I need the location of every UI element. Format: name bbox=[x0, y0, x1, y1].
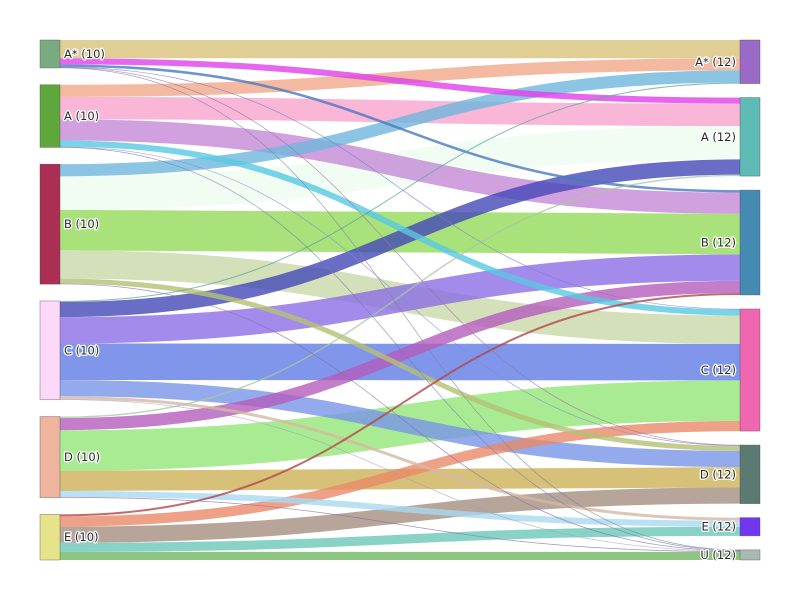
source-node-label-d: D (10) bbox=[64, 450, 100, 464]
link-c-to-e bbox=[59, 396, 741, 521]
link-d-to-e bbox=[59, 491, 741, 527]
target-node-label-astar: A* (12) bbox=[695, 55, 736, 69]
source-node-b[interactable] bbox=[39, 163, 61, 285]
link-c-to-d bbox=[59, 379, 741, 468]
source-node-label-astar: A* (10) bbox=[64, 47, 105, 61]
target-node-u[interactable] bbox=[739, 549, 761, 561]
link-c-to-u bbox=[59, 399, 741, 552]
source-node-e[interactable] bbox=[39, 514, 61, 561]
target-node-label-c: C (12) bbox=[701, 363, 736, 377]
link-b-to-u bbox=[59, 283, 741, 552]
links-layer bbox=[59, 39, 741, 560]
link-e-to-d bbox=[59, 487, 741, 543]
target-node-astar[interactable] bbox=[739, 39, 761, 84]
source-node-a[interactable] bbox=[39, 84, 61, 148]
target-node-c[interactable] bbox=[739, 308, 761, 432]
source-node-astar[interactable] bbox=[39, 39, 61, 69]
link-b-to-astar bbox=[59, 70, 741, 177]
link-astar-to-d bbox=[59, 67, 741, 446]
link-astar-to-c bbox=[59, 66, 741, 310]
target-node-a[interactable] bbox=[739, 97, 761, 177]
link-e-to-e bbox=[59, 526, 741, 552]
link-d-to-d bbox=[59, 467, 741, 492]
link-e-to-c bbox=[59, 420, 741, 527]
link-a-to-c bbox=[59, 140, 741, 316]
link-a-to-a bbox=[59, 96, 741, 126]
link-c-to-b bbox=[59, 254, 741, 344]
link-b-to-d bbox=[59, 278, 741, 451]
link-d-to-u bbox=[59, 497, 741, 552]
source-node-label-a: A (10) bbox=[64, 109, 99, 123]
target-node-label-u: U (12) bbox=[700, 548, 736, 562]
source-node-label-e: E (10) bbox=[64, 530, 99, 544]
labels-layer: A* (10) A (10) B (10) C (10) D (10) E (10) A* … bbox=[63, 46, 738, 563]
link-astar-to-b bbox=[59, 64, 741, 193]
link-a-to-d bbox=[59, 146, 741, 446]
target-node-e[interactable] bbox=[739, 517, 761, 537]
link-a-to-b bbox=[59, 119, 741, 214]
target-node-d[interactable] bbox=[739, 444, 761, 504]
link-e-to-b bbox=[59, 292, 741, 517]
target-node-label-d: D (12) bbox=[700, 467, 736, 481]
target-node-label-e: E (12) bbox=[701, 520, 736, 534]
source-node-label-c: C (10) bbox=[64, 343, 99, 357]
link-d-to-b bbox=[59, 280, 741, 431]
target-node-b[interactable] bbox=[739, 189, 761, 296]
nodes-layer bbox=[39, 39, 761, 561]
link-astar-to-a bbox=[59, 58, 741, 104]
link-a-to-u bbox=[59, 146, 741, 551]
link-c-to-a bbox=[59, 159, 741, 318]
link-c-to-astar bbox=[59, 82, 741, 302]
source-node-label-b: B (10) bbox=[64, 217, 99, 231]
source-node-d[interactable] bbox=[39, 416, 61, 498]
target-node-label-b: B (12) bbox=[701, 236, 736, 250]
target-node-label-a: A (12) bbox=[701, 130, 736, 144]
link-astar-to-u bbox=[59, 67, 741, 551]
source-node-c[interactable] bbox=[39, 300, 61, 401]
link-a-to-astar bbox=[59, 58, 741, 97]
